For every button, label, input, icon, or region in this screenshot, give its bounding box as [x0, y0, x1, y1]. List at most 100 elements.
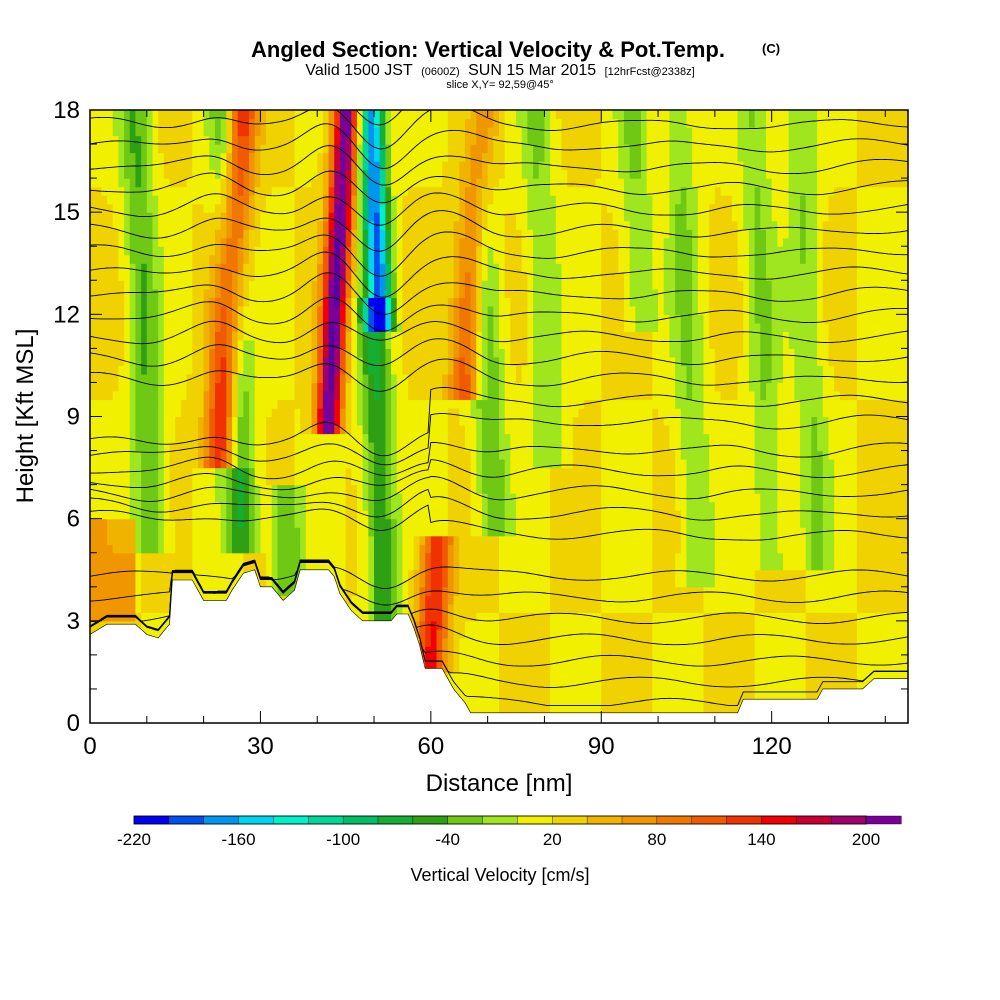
- velocity-cell: [180, 356, 188, 367]
- velocity-cell: [288, 212, 296, 222]
- velocity-cell: [464, 118, 472, 128]
- velocity-cell: [493, 459, 500, 469]
- velocity-cell: [345, 450, 352, 460]
- velocity-cell: [266, 356, 273, 367]
- velocity-cell: [197, 365, 205, 375]
- velocity-cell: [322, 331, 330, 341]
- velocity-cell: [447, 127, 455, 137]
- velocity-cell: [283, 450, 290, 460]
- velocity-cell: [169, 110, 176, 120]
- velocity-cell: [294, 459, 301, 469]
- velocity-cell: [129, 220, 137, 230]
- velocity-cell: [214, 416, 222, 426]
- velocity-cell: [317, 356, 324, 367]
- velocity-cell: [430, 663, 438, 673]
- velocity-cell: [175, 331, 182, 341]
- velocity-cell: [374, 433, 381, 443]
- velocity-cell: [294, 212, 301, 222]
- velocity-cell: [481, 586, 489, 596]
- velocity-cell: [214, 178, 222, 188]
- velocity-cell: [249, 118, 256, 128]
- velocity-cell: [141, 518, 148, 528]
- velocity-cell: [374, 212, 381, 222]
- velocity-cell: [163, 254, 171, 264]
- velocity-cell: [317, 527, 324, 537]
- velocity-cell: [493, 527, 500, 537]
- velocity-cell: [402, 544, 409, 554]
- velocity-cell: [362, 305, 369, 315]
- velocity-cell: [487, 152, 494, 162]
- velocity-cell: [447, 552, 455, 562]
- velocity-cell: [135, 237, 142, 247]
- velocity-cell: [391, 220, 398, 230]
- velocity-cell: [442, 629, 449, 639]
- velocity-cell: [305, 433, 313, 443]
- velocity-cell: [209, 305, 216, 315]
- velocity-cell: [124, 365, 131, 375]
- velocity-cell: [135, 169, 142, 179]
- velocity-cell: [254, 229, 262, 239]
- velocity-cell: [95, 127, 102, 137]
- velocity-cell: [487, 237, 494, 247]
- velocity-cell: [311, 297, 318, 307]
- velocity-cell: [339, 186, 347, 196]
- velocity-cell: [220, 561, 227, 571]
- velocity-cell: [277, 169, 284, 179]
- velocity-cell: [385, 186, 392, 196]
- velocity-cell: [237, 535, 244, 545]
- velocity-cell: [107, 552, 114, 562]
- velocity-cell: [385, 246, 392, 256]
- velocity-cell: [169, 229, 176, 239]
- velocity-cell: [317, 280, 324, 290]
- velocity-cell: [288, 203, 296, 213]
- velocity-cell: [533, 169, 540, 179]
- velocity-cell: [152, 390, 159, 401]
- velocity-cell: [214, 305, 222, 315]
- velocity-cell: [476, 390, 483, 401]
- velocity-cell: [124, 603, 131, 613]
- velocity-cell: [538, 569, 546, 579]
- velocity-cell: [544, 637, 551, 647]
- velocity-cell: [175, 501, 182, 511]
- velocity-cell: [510, 654, 517, 664]
- velocity-cell: [317, 118, 324, 128]
- velocity-cell: [317, 433, 324, 443]
- velocity-cell: [311, 195, 318, 205]
- velocity-cell: [533, 425, 540, 435]
- velocity-cell: [521, 459, 528, 469]
- velocity-cell: [220, 595, 227, 605]
- velocity-cell: [413, 135, 421, 145]
- velocity-cell: [374, 390, 381, 401]
- velocity-cell: [175, 467, 182, 477]
- velocity-cell: [527, 663, 534, 673]
- velocity-cell: [129, 186, 137, 196]
- velocity-cell: [118, 195, 125, 205]
- velocity-cell: [379, 578, 386, 588]
- velocity-cell: [396, 169, 404, 179]
- velocity-cell: [249, 161, 256, 171]
- velocity-cell: [544, 476, 551, 486]
- velocity-cell: [351, 493, 358, 503]
- velocity-cell: [538, 339, 546, 349]
- velocity-cell: [141, 399, 148, 409]
- velocity-cell: [464, 518, 472, 528]
- velocity-cell: [362, 493, 369, 503]
- velocity-cell: [476, 229, 483, 239]
- velocity-cell: [504, 603, 511, 613]
- velocity-cell: [504, 671, 511, 682]
- velocity-cell: [385, 288, 392, 298]
- velocity-cell: [339, 229, 347, 239]
- velocity-cell: [328, 220, 335, 230]
- velocity-cell: [220, 186, 227, 196]
- velocity-cell: [413, 237, 421, 247]
- velocity-cell: [107, 331, 114, 341]
- velocity-cell: [322, 144, 330, 154]
- velocity-cell: [249, 501, 256, 511]
- velocity-cell: [396, 356, 404, 367]
- velocity-cell: [118, 425, 125, 435]
- velocity-cell: [135, 144, 142, 154]
- velocity-cell: [220, 237, 227, 247]
- velocity-cell: [334, 578, 341, 588]
- velocity-cell: [254, 331, 262, 341]
- velocity-cell: [385, 220, 392, 230]
